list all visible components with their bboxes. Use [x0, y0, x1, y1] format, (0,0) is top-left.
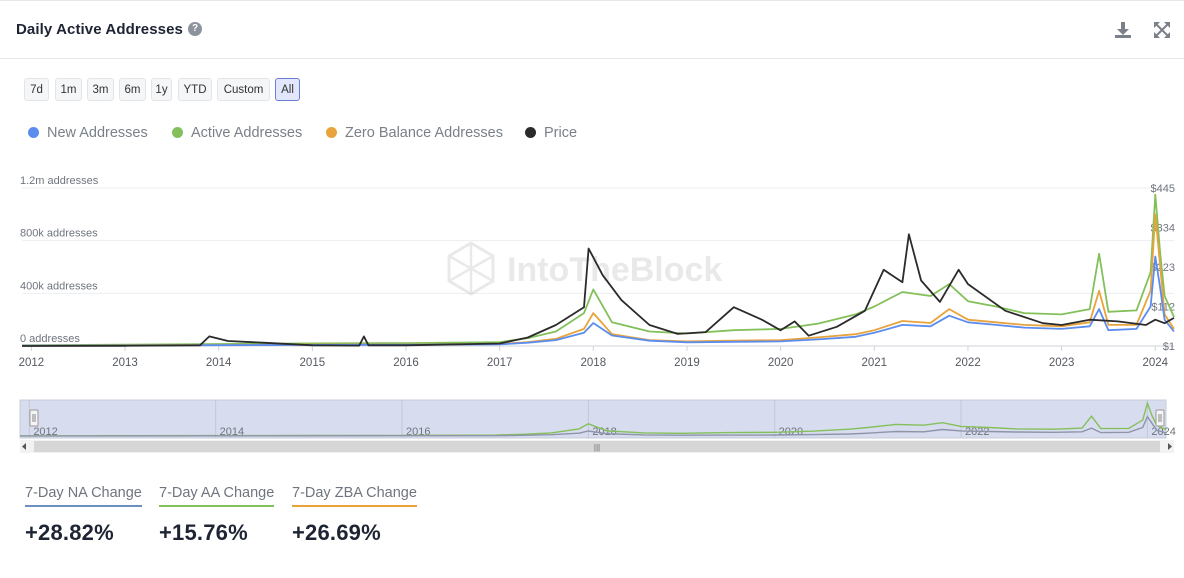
- y-right-tick-label: $1: [1163, 341, 1175, 353]
- stat-underline: [292, 505, 417, 507]
- x-tick-label: 2015: [300, 357, 326, 369]
- handle-grip-icon: [1155, 409, 1165, 427]
- stat-underline: [159, 505, 275, 507]
- range-1y-button[interactable]: 1y: [151, 78, 172, 101]
- y-right-tick-label: $445: [1151, 183, 1175, 195]
- range-6m-button[interactable]: 6m: [119, 78, 146, 101]
- legend-label: Active Addresses: [191, 125, 303, 141]
- x-tick-label: 2018: [581, 357, 607, 369]
- x-tick-label: 2013: [112, 357, 138, 369]
- navigator-right-handle[interactable]: [1155, 409, 1165, 427]
- x-tick-label: 2014: [206, 357, 232, 369]
- x-tick-label: 2021: [861, 357, 887, 369]
- legend-label: Price: [544, 125, 578, 141]
- range-1m-button[interactable]: 1m: [55, 78, 82, 101]
- scrollbar-grip-icon: |||: [594, 443, 600, 452]
- stat-value: +26.69%: [292, 520, 381, 545]
- x-tick-label: 2012: [19, 357, 45, 369]
- main-chart: 0 addresses 400k addresses 800k addresses 1…: [19, 175, 1175, 369]
- watermark-logo: IntoTheBlock: [447, 241, 722, 296]
- legend-active-addresses[interactable]: Active Addresses: [172, 125, 302, 141]
- legend-zero-balance-addresses[interactable]: Zero Balance Addresses: [326, 125, 503, 141]
- handle-grip-icon: [29, 409, 39, 427]
- navigator-x-label: 2012: [33, 426, 57, 438]
- range-navigator[interactable]: 2012 2014 2016 2018 2020 2022 2024|||: [0, 398, 1184, 456]
- legend-new-addresses[interactable]: New Addresses: [28, 125, 148, 141]
- stat-label: 7-Day ZBA Change: [292, 485, 417, 501]
- y-left-tick-label: 0 addresses: [20, 333, 80, 345]
- help-icon[interactable]: ?: [188, 22, 202, 36]
- stat-value: +15.76%: [159, 520, 248, 545]
- x-tick-label: 2017: [487, 357, 513, 369]
- x-tick-label: 2024: [1142, 357, 1168, 369]
- range-all-button[interactable]: All: [275, 78, 300, 101]
- range-ytd-button[interactable]: YTD: [178, 78, 212, 101]
- x-tick-label: 2016: [393, 357, 419, 369]
- navigator-x-label: 2018: [592, 426, 616, 438]
- legend-dot-icon: [326, 127, 337, 138]
- legend-dot-icon: [28, 127, 39, 138]
- legend-label: New Addresses: [47, 125, 148, 141]
- card-header: Daily Active Addresses ?: [0, 0, 1184, 59]
- navigator-series-line: [19, 401, 1167, 437]
- legend-dot-icon: [525, 127, 536, 138]
- scrollbar-thumb[interactable]: [34, 441, 1160, 452]
- stat-label: 7-Day AA Change: [159, 485, 275, 501]
- series-line-price: [21, 233, 1175, 347]
- stat-value: +28.82%: [25, 520, 114, 545]
- x-tick-label: 2020: [768, 357, 794, 369]
- stat-label: 7-Day NA Change: [25, 485, 142, 501]
- scroll-left-arrow-icon: [22, 443, 26, 450]
- navigator-series-line: [20, 415, 1167, 437]
- navigator-border: [19, 399, 1167, 439]
- y-left-tick-label: 400k addresses: [20, 280, 98, 292]
- x-tick-label: 2023: [1049, 357, 1075, 369]
- y-left-tick-label: 1.2m addresses: [20, 175, 99, 187]
- download-icon[interactable]: [1113, 20, 1133, 40]
- legend-dot-icon: [172, 127, 183, 138]
- stat-zba-change: 7-Day ZBA Change +26.69%: [292, 485, 417, 546]
- range-7d-button[interactable]: 7d: [24, 78, 49, 101]
- watermark-text: IntoTheBlock: [507, 251, 722, 289]
- watermark-logo-icon: [447, 241, 495, 296]
- legend-price[interactable]: Price: [525, 125, 577, 141]
- page-title: Daily Active Addresses: [16, 21, 184, 38]
- watermark-logo-lines: [448, 243, 494, 294]
- stat-aa-change: 7-Day AA Change +15.76%: [159, 485, 275, 546]
- scroll-right-arrow-icon: [1168, 443, 1172, 450]
- stat-underline: [25, 505, 142, 507]
- navigator-left-handle[interactable]: [29, 409, 39, 427]
- navigator-x-label: 2022: [965, 426, 989, 438]
- stat-na-change: 7-Day NA Change +28.82%: [25, 485, 142, 546]
- y-left-tick-label: 800k addresses: [20, 228, 98, 240]
- x-tick-label: 2019: [674, 357, 700, 369]
- x-tick-label: 2022: [955, 357, 981, 369]
- top-border: [0, 0, 1184, 1]
- legend-label: Zero Balance Addresses: [345, 125, 503, 141]
- series-line-new-addresses: [21, 255, 1175, 347]
- range-custom-button[interactable]: Custom: [217, 78, 270, 101]
- range-3m-button[interactable]: 3m: [87, 78, 114, 101]
- fullscreen-icon[interactable]: [1152, 20, 1172, 40]
